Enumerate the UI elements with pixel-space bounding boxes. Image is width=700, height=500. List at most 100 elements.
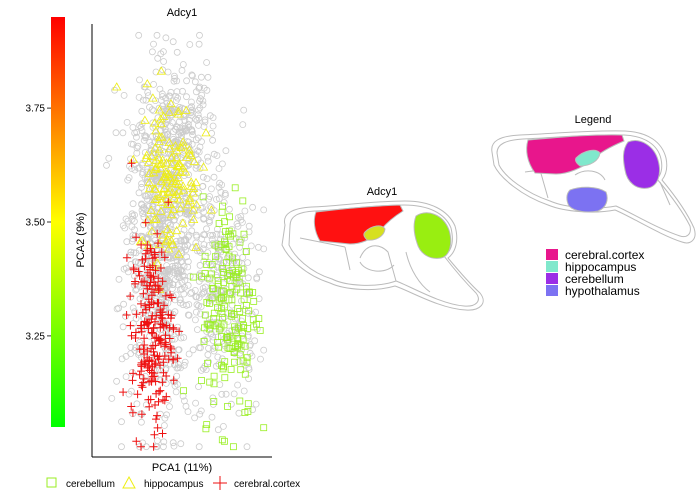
point-cerebral-cortex xyxy=(127,402,136,411)
point-hippocampus xyxy=(156,197,167,206)
point-hippocampus xyxy=(148,93,158,102)
background-point xyxy=(243,443,251,451)
point-hippocampus xyxy=(156,118,166,128)
point-cerebellum xyxy=(228,344,236,352)
point-hippocampus xyxy=(186,150,196,159)
point-hippocampus xyxy=(148,167,159,177)
point-cerebellum xyxy=(243,358,251,366)
background-point xyxy=(164,148,172,156)
point-hippocampus xyxy=(162,169,172,178)
point-cerebral-cortex xyxy=(147,328,156,337)
background-point xyxy=(239,253,247,261)
point-cerebellum xyxy=(211,253,219,261)
background-point xyxy=(171,262,179,270)
background-point xyxy=(191,316,199,324)
point-cerebral-cortex xyxy=(133,390,142,399)
region-cerebellum xyxy=(413,212,452,259)
point-cerebellum xyxy=(198,377,205,384)
point-cerebellum xyxy=(208,284,216,292)
background-point xyxy=(244,309,252,317)
point-cerebellum xyxy=(219,365,227,373)
background-point xyxy=(206,193,214,200)
background-point xyxy=(196,97,204,105)
point-hippocampus xyxy=(171,189,182,198)
background-point xyxy=(159,443,167,451)
background-point xyxy=(137,123,145,131)
background-point xyxy=(139,439,147,447)
background-point xyxy=(183,253,191,261)
point-cerebellum xyxy=(241,342,249,350)
point-cerebellum xyxy=(218,309,226,317)
background-point xyxy=(184,211,192,219)
background-point xyxy=(199,173,207,181)
point-cerebellum xyxy=(214,280,222,288)
point-cerebellum xyxy=(228,266,236,274)
background-point xyxy=(182,246,190,254)
background-point xyxy=(222,390,230,398)
point-cerebellum xyxy=(218,436,226,444)
background-point xyxy=(246,341,254,348)
point-hippocampus xyxy=(206,205,217,214)
background-point xyxy=(183,77,191,85)
point-cerebellum xyxy=(221,374,229,382)
point-cerebellum xyxy=(221,218,228,226)
point-cerebral-cortex xyxy=(160,396,169,405)
point-cerebellum xyxy=(245,288,253,296)
point-cerebellum xyxy=(250,323,258,331)
point-cerebellum xyxy=(229,254,236,262)
point-hippocampus xyxy=(172,145,182,155)
point-hippocampus xyxy=(144,183,155,193)
background-point xyxy=(198,91,206,99)
background-point xyxy=(230,390,238,398)
background-point xyxy=(132,160,140,168)
point-cerebral-cortex xyxy=(148,261,157,270)
point-hippocampus xyxy=(149,118,160,127)
point-cerebral-cortex xyxy=(128,408,137,417)
background-point xyxy=(220,199,228,206)
background-point xyxy=(192,239,200,247)
background-point xyxy=(241,305,248,313)
background-point xyxy=(215,195,223,203)
point-cerebral-cortex xyxy=(131,328,140,337)
point-hippocampus xyxy=(147,226,157,235)
point-cerebral-cortex xyxy=(159,358,168,367)
point-cerebellum xyxy=(219,268,227,276)
point-cerebral-cortex xyxy=(173,354,182,363)
background-point xyxy=(132,286,140,294)
point-cerebral-cortex xyxy=(149,347,158,356)
point-cerebellum xyxy=(245,307,253,315)
background-point xyxy=(141,192,149,200)
legend-label-hippocampus: hippocampus xyxy=(144,479,203,490)
point-hippocampus xyxy=(201,128,211,137)
background-point xyxy=(138,107,146,115)
point-hippocampus xyxy=(178,218,188,227)
point-cerebral-cortex xyxy=(151,266,160,275)
point-hippocampus xyxy=(137,235,147,244)
region-legend: cerebral.cortex hippocampus cerebellum h… xyxy=(546,248,644,298)
background-point xyxy=(195,383,202,391)
background-point xyxy=(208,211,216,219)
background-point xyxy=(209,337,217,345)
background-point xyxy=(207,185,215,193)
background-point xyxy=(210,347,218,355)
point-hippocampus xyxy=(172,225,182,235)
point-cerebral-cortex xyxy=(139,378,148,387)
region-legend-label-hippocampus: hippocampus xyxy=(565,260,636,274)
background-point xyxy=(244,259,252,267)
background-point xyxy=(135,246,143,254)
point-cerebellum xyxy=(233,259,241,267)
background-point xyxy=(195,122,202,129)
background-point xyxy=(174,380,181,388)
point-cerebral-cortex xyxy=(151,341,160,350)
point-cerebral-cortex xyxy=(132,233,141,242)
background-point xyxy=(137,418,145,426)
background-point xyxy=(166,122,174,130)
background-point xyxy=(139,169,147,177)
background-point xyxy=(158,90,166,98)
background-point xyxy=(155,104,163,112)
background-point xyxy=(189,131,196,138)
region-legend-swatch-cerebral-cortex xyxy=(546,249,558,260)
point-cerebral-cortex xyxy=(146,395,155,404)
point-hippocampus xyxy=(165,228,175,237)
background-point xyxy=(260,206,268,214)
